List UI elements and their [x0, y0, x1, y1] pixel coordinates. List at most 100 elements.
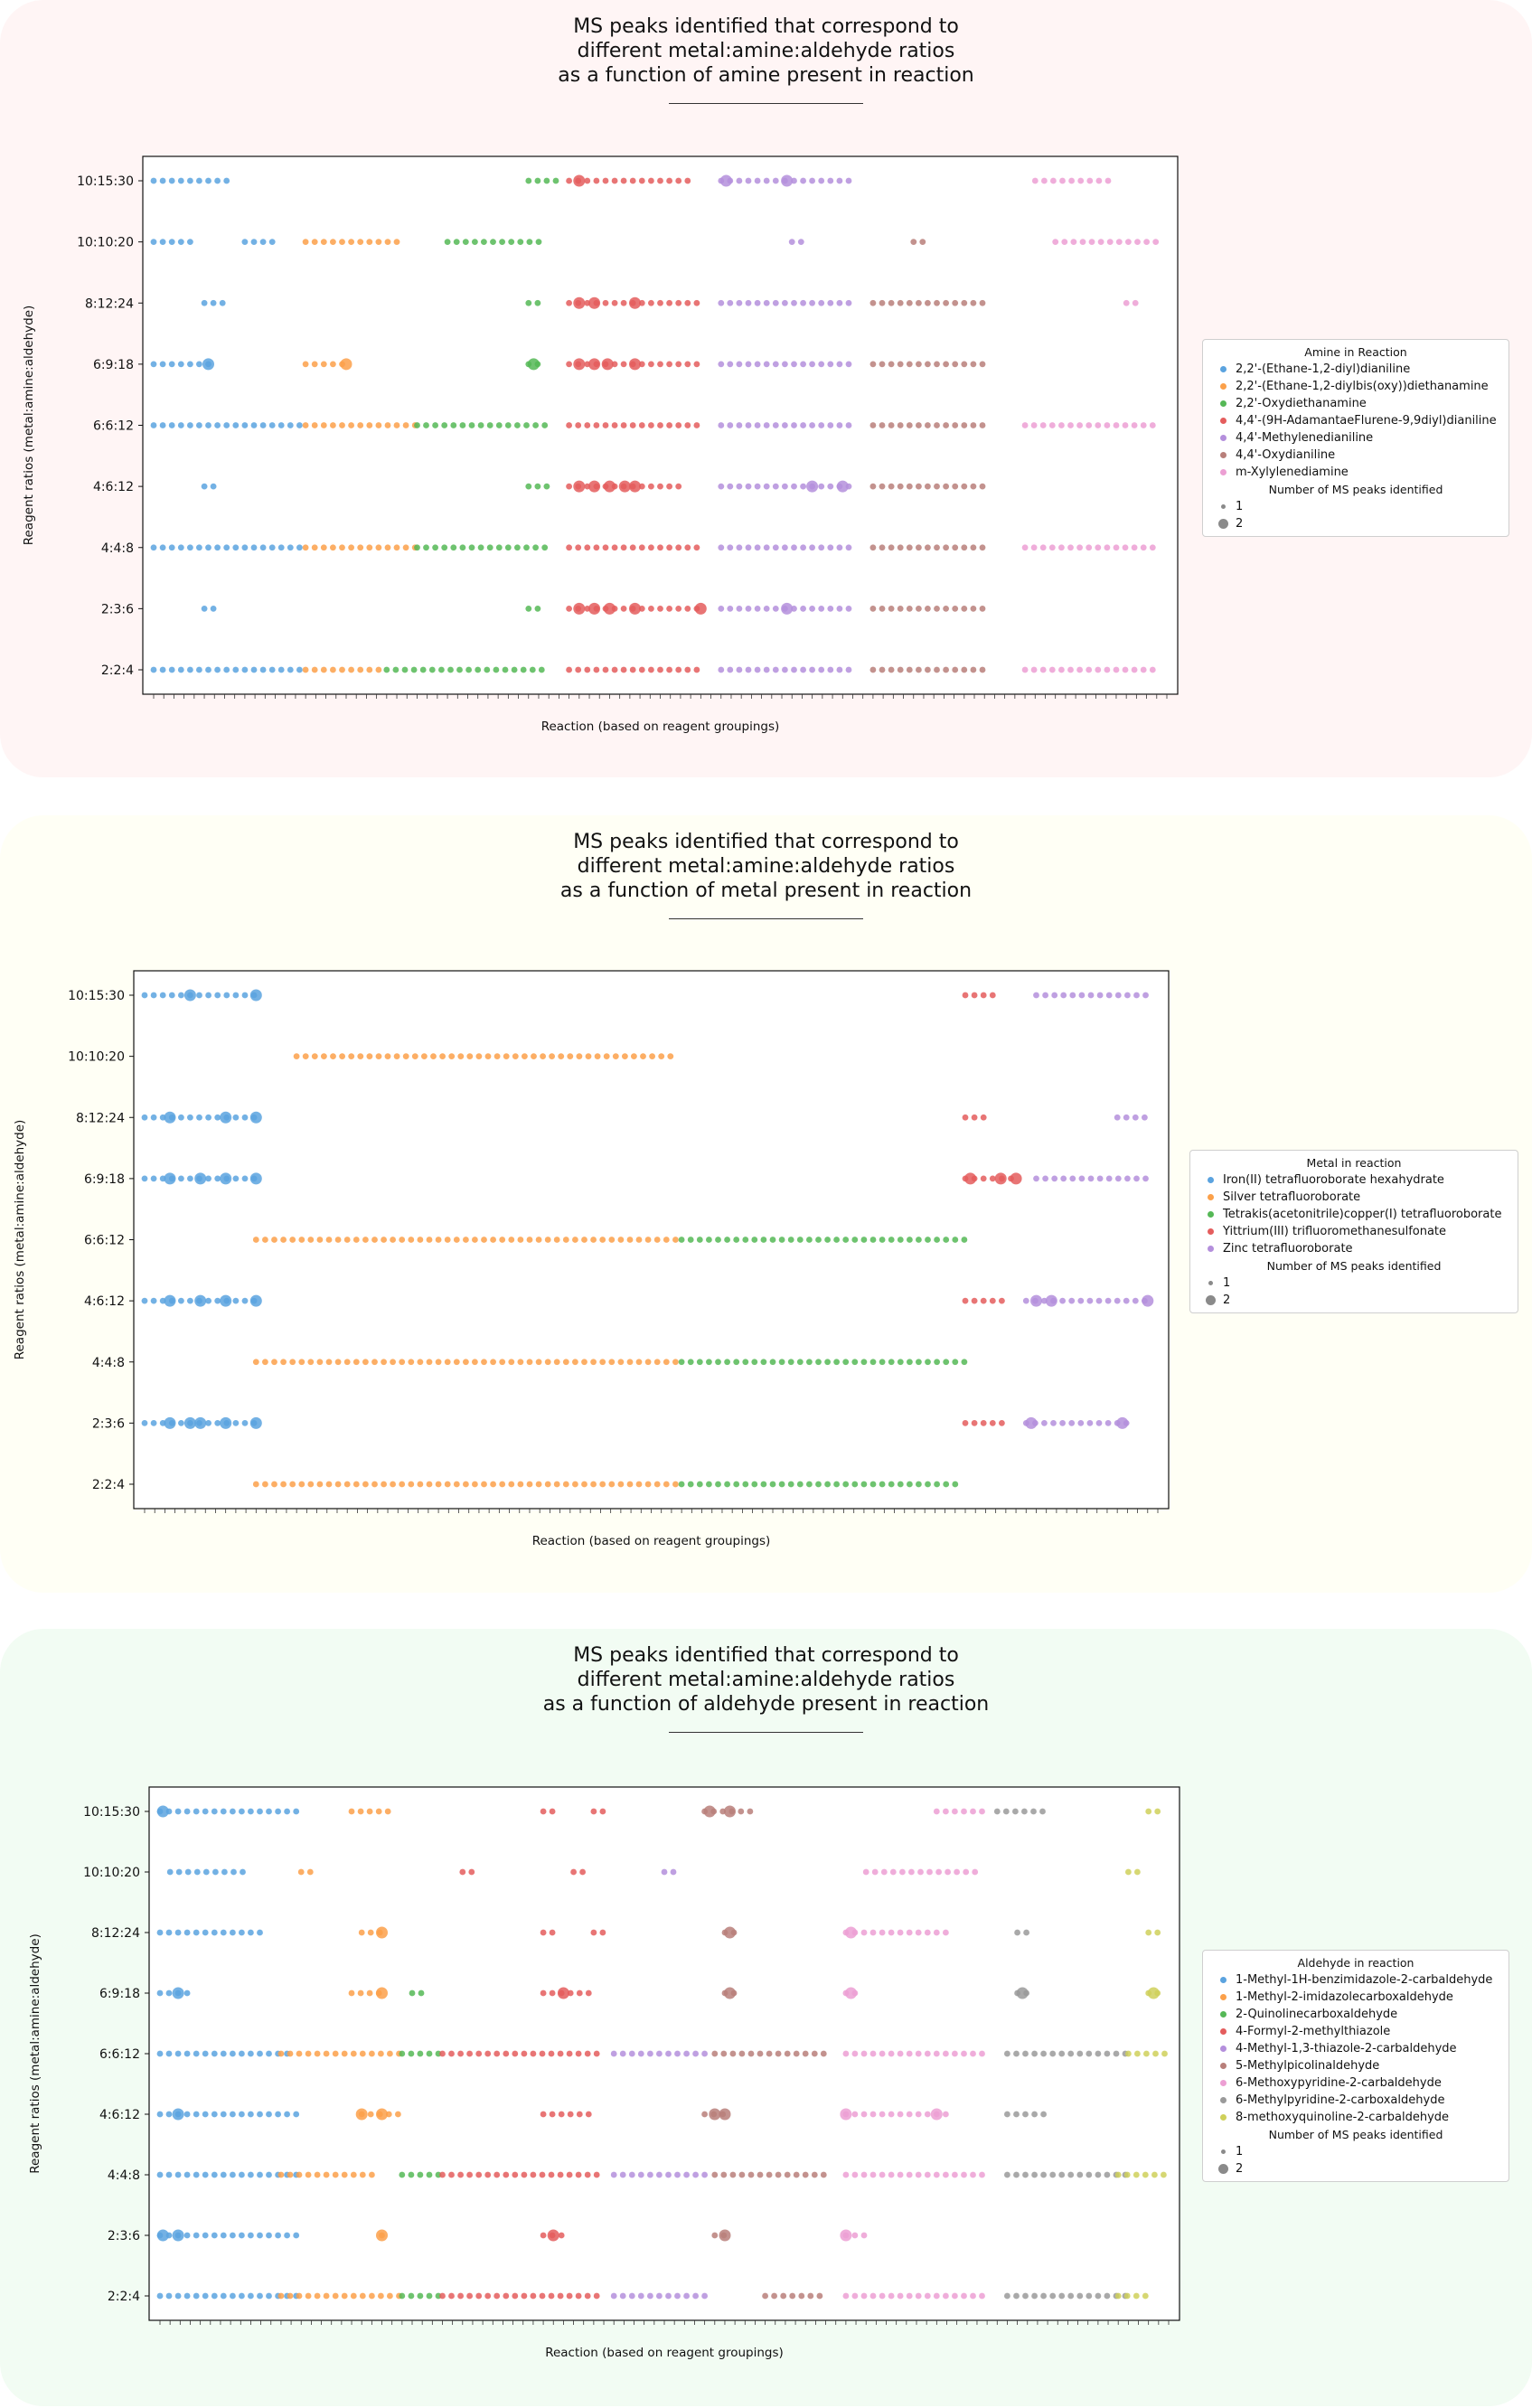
data-point — [459, 422, 466, 428]
legend-entry: Silver tetrafluoroborate — [1198, 1189, 1510, 1206]
data-point — [357, 1053, 364, 1060]
data-point — [897, 666, 904, 673]
data-point — [357, 1989, 364, 1997]
data-point — [177, 361, 184, 368]
data-point — [277, 422, 285, 428]
series-points — [678, 1237, 968, 1488]
data-point — [575, 422, 582, 428]
data-point — [472, 239, 478, 246]
legend-label: Silver tetrafluoroborate — [1223, 1190, 1361, 1204]
data-point — [943, 2292, 949, 2300]
data-point — [818, 299, 825, 306]
data-point — [430, 1053, 437, 1060]
data-point — [797, 239, 804, 246]
data-point — [352, 1481, 360, 1488]
data-point — [907, 1359, 913, 1366]
data-point — [1132, 1297, 1139, 1304]
data-point — [602, 544, 609, 551]
data-point — [1114, 1175, 1122, 1182]
data-point — [214, 1175, 221, 1182]
data-point — [450, 422, 457, 428]
data-point-large — [781, 174, 794, 187]
data-point — [486, 544, 493, 551]
data-point — [711, 2171, 719, 2178]
data-point — [584, 666, 591, 673]
data-point — [248, 2050, 254, 2057]
data-point — [193, 1929, 200, 1936]
data-point — [468, 544, 475, 551]
data-point — [193, 2292, 200, 2300]
data-point — [648, 483, 654, 490]
data-point — [736, 483, 743, 490]
data-point — [314, 2292, 321, 2300]
data-point — [350, 2292, 357, 2300]
data-point-large — [573, 480, 586, 493]
data-point-large — [845, 1987, 857, 1999]
data-point — [332, 2292, 339, 2300]
data-point — [1105, 1175, 1113, 1182]
data-point — [656, 2171, 663, 2178]
data-point — [1041, 177, 1048, 184]
data-point — [302, 422, 309, 428]
data-point — [465, 666, 472, 673]
data-point — [648, 666, 654, 673]
data-point — [1095, 544, 1102, 551]
data-point — [239, 2171, 245, 2178]
data-point-large — [618, 480, 631, 493]
data-point — [782, 544, 788, 551]
data-point — [187, 239, 193, 246]
data-point — [657, 483, 663, 490]
data-point-large — [194, 1172, 207, 1185]
data-point — [475, 1053, 483, 1060]
data-point — [961, 422, 968, 428]
data-point — [644, 1481, 652, 1488]
data-point — [444, 1359, 451, 1366]
data-point — [1061, 239, 1068, 246]
data-point — [769, 1481, 776, 1488]
data-point — [1132, 299, 1139, 306]
data-point — [754, 299, 761, 306]
data-point — [760, 1481, 767, 1488]
data-point — [296, 2050, 303, 2057]
legend-marker — [1198, 1194, 1223, 1200]
data-point — [788, 239, 795, 246]
data-point — [1022, 2171, 1029, 2178]
data-point — [193, 2111, 200, 2118]
legend-size-entry: 1 — [1210, 2143, 1501, 2160]
data-point — [293, 1053, 300, 1060]
data-point — [409, 1989, 416, 1997]
data-point — [393, 1053, 400, 1060]
data-point — [1149, 422, 1156, 428]
data-point — [196, 422, 202, 428]
data-point — [916, 1481, 922, 1488]
data-point — [183, 2292, 191, 2300]
data-point-large — [172, 2229, 184, 2242]
data-point — [1040, 2111, 1047, 2118]
data-point — [1105, 992, 1113, 999]
data-point — [250, 422, 258, 428]
data-point — [590, 1237, 597, 1243]
data-point — [570, 1868, 577, 1876]
data-point — [223, 422, 230, 428]
data-point — [1067, 2292, 1075, 2300]
data-point — [141, 992, 148, 999]
data-point — [1104, 2292, 1111, 2300]
data-point — [599, 1929, 606, 1936]
data-point — [787, 1481, 794, 1488]
data-point — [307, 1481, 315, 1488]
data-point — [1142, 1175, 1149, 1182]
data-point — [211, 2171, 218, 2178]
data-point — [375, 666, 382, 673]
data-point — [1030, 544, 1038, 551]
data-point — [925, 483, 931, 490]
data-point — [1040, 2050, 1047, 2057]
data-point — [297, 1868, 305, 1876]
data-point — [401, 666, 409, 673]
data-point — [1002, 1808, 1010, 1815]
data-point — [262, 1359, 268, 1366]
data-point — [541, 544, 549, 551]
data-point — [599, 1237, 606, 1243]
data-point — [620, 544, 627, 551]
data-point — [366, 1989, 373, 1997]
legend-label: 2,2'-Oxydiethanamine — [1236, 397, 1367, 410]
